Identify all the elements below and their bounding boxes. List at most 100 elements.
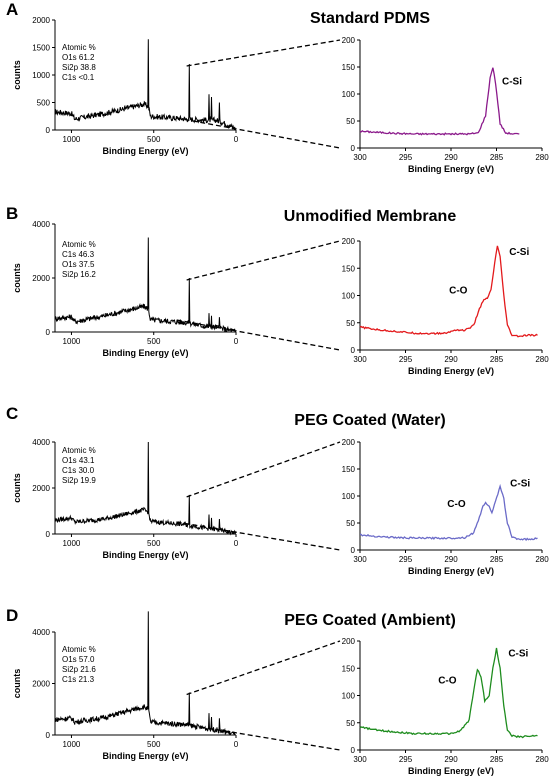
survey-y-tick-label: 2000 — [32, 680, 50, 689]
inset-y-tick-label: 150 — [342, 465, 356, 474]
survey-y-label: counts — [12, 473, 22, 503]
atomic-percent-line: Si2p 16.2 — [62, 270, 96, 279]
panel-letter: C — [6, 404, 19, 423]
survey-y-tick-label: 0 — [46, 530, 51, 539]
survey-x-tick-label: 500 — [147, 740, 161, 749]
inset-spectrum-line — [359, 67, 520, 136]
panel-d: D PEG Coated (Ambient) — [0, 588, 550, 784]
inset-y-tick-label: 150 — [342, 664, 356, 673]
zoom-connector-bottom — [176, 117, 341, 149]
atomic-percent-line: C1s <0.1 — [62, 73, 95, 82]
zoom-connector-bottom — [176, 521, 341, 551]
survey-y-tick-label: 2000 — [32, 484, 50, 493]
inset-y-tick-label: 0 — [351, 746, 356, 755]
inset-x-tick-label: 280 — [535, 555, 549, 564]
zoom-connector-bottom — [176, 722, 341, 751]
inset-spectrum-line — [360, 483, 538, 542]
inset-x-tick-label: 290 — [444, 153, 458, 162]
zoom-connector-top — [186, 640, 341, 696]
inset-x-tick-label: 300 — [353, 355, 367, 364]
survey-y-tick-label: 2000 — [32, 274, 50, 283]
peak-label: C-Si — [502, 76, 522, 87]
survey-x-tick-label: 500 — [147, 539, 161, 548]
inset-y-tick-label: 150 — [342, 63, 356, 72]
atomic-percent-line: Atomic % — [62, 240, 96, 249]
survey-x-tick-label: 0 — [234, 337, 239, 346]
inset-y-tick-label: 200 — [342, 637, 356, 646]
survey-y-tick-label: 500 — [37, 99, 51, 108]
inset-x-tick-label: 280 — [535, 755, 549, 764]
survey-x-tick-label: 1000 — [63, 337, 81, 346]
survey-y-tick-label: 0 — [46, 731, 51, 740]
survey-y-tick-label: 4000 — [32, 220, 50, 229]
peak-label: C-O — [438, 676, 457, 687]
survey-x-label: Binding Energy (eV) — [102, 146, 188, 156]
inset-y-tick-label: 0 — [351, 546, 356, 555]
atomic-percent-line: O1s 61.2 — [62, 53, 95, 62]
survey-y-tick-label: 1000 — [32, 71, 50, 80]
zoom-connector-top — [186, 39, 341, 67]
survey-x-tick-label: 500 — [147, 337, 161, 346]
inset-y-tick-label: 50 — [346, 719, 355, 728]
atomic-percent-line: C1s 21.3 — [62, 675, 95, 684]
peak-label: C-Si — [508, 648, 528, 659]
panel-title: PEG Coated (Ambient) — [284, 612, 456, 629]
zoom-connector-top — [186, 240, 341, 281]
panel-title: PEG Coated (Water) — [294, 412, 446, 429]
panel-title: Unmodified Membrane — [283, 208, 457, 225]
survey-x-tick-label: 0 — [234, 539, 239, 548]
zoom-connector-bottom — [176, 319, 341, 351]
inset-x-tick-label: 285 — [490, 153, 504, 162]
inset-y-tick-label: 50 — [346, 117, 355, 126]
peak-label: C-Si — [510, 478, 530, 489]
inset-y-tick-label: 50 — [346, 319, 355, 328]
survey-spectrum-line — [54, 441, 237, 536]
inset-x-tick-label: 290 — [444, 755, 458, 764]
survey-y-label: counts — [12, 263, 22, 293]
survey-x-label: Binding Energy (eV) — [102, 550, 188, 560]
zoom-connector-top — [186, 441, 341, 498]
inset-x-tick-label: 280 — [535, 153, 549, 162]
inset-y-tick-label: 200 — [342, 36, 356, 45]
panel-letter: B — [6, 204, 19, 223]
inset-x-tick-label: 295 — [399, 555, 413, 564]
inset-y-tick-label: 50 — [346, 519, 355, 528]
survey-y-label: counts — [12, 669, 22, 699]
inset-x-tick-label: 300 — [353, 153, 367, 162]
survey-y-tick-label: 1500 — [32, 44, 50, 53]
panel-letter: A — [6, 0, 19, 19]
panel-letter: D — [6, 606, 19, 625]
inset-spectrum-line — [359, 647, 538, 739]
inset-x-label: Binding Energy (eV) — [408, 766, 494, 776]
inset-spectrum-line — [359, 245, 538, 338]
atomic-percent-line: Atomic % — [62, 645, 96, 654]
inset-x-label: Binding Energy (eV) — [408, 566, 494, 576]
atomic-percent-line: Si2p 21.6 — [62, 665, 96, 674]
inset-x-tick-label: 300 — [353, 555, 367, 564]
survey-x-tick-label: 0 — [234, 740, 239, 749]
atomic-percent-line: Si2p 19.9 — [62, 476, 96, 485]
inset-y-tick-label: 150 — [342, 264, 356, 273]
inset-x-tick-label: 295 — [399, 153, 413, 162]
inset-x-label: Binding Energy (eV) — [408, 164, 494, 174]
panel-a: A Standard PDMS — [0, 0, 550, 196]
survey-x-tick-label: 1000 — [63, 135, 81, 144]
atomic-percent-line: O1s 43.1 — [62, 456, 95, 465]
survey-x-tick-label: 0 — [234, 135, 239, 144]
atomic-percent-line: Atomic % — [62, 446, 96, 455]
inset-x-tick-label: 295 — [399, 355, 413, 364]
atomic-percent-line: C1s 30.0 — [62, 466, 95, 475]
survey-y-tick-label: 0 — [46, 328, 51, 337]
survey-spectrum-line — [54, 39, 237, 131]
atomic-percent-line: O1s 57.0 — [62, 655, 95, 664]
peak-label: C-O — [447, 499, 466, 510]
inset-y-tick-label: 0 — [351, 144, 356, 153]
inset-x-tick-label: 285 — [490, 755, 504, 764]
inset-y-tick-label: 100 — [342, 492, 356, 501]
atomic-percent-line: Atomic % — [62, 43, 96, 52]
panel-c: C PEG Coated (Water) — [0, 392, 550, 588]
survey-x-label: Binding Energy (eV) — [102, 348, 188, 358]
peak-label: C-Si — [509, 247, 529, 258]
panel-title: Standard PDMS — [309, 10, 430, 27]
inset-y-tick-label: 0 — [351, 346, 356, 355]
